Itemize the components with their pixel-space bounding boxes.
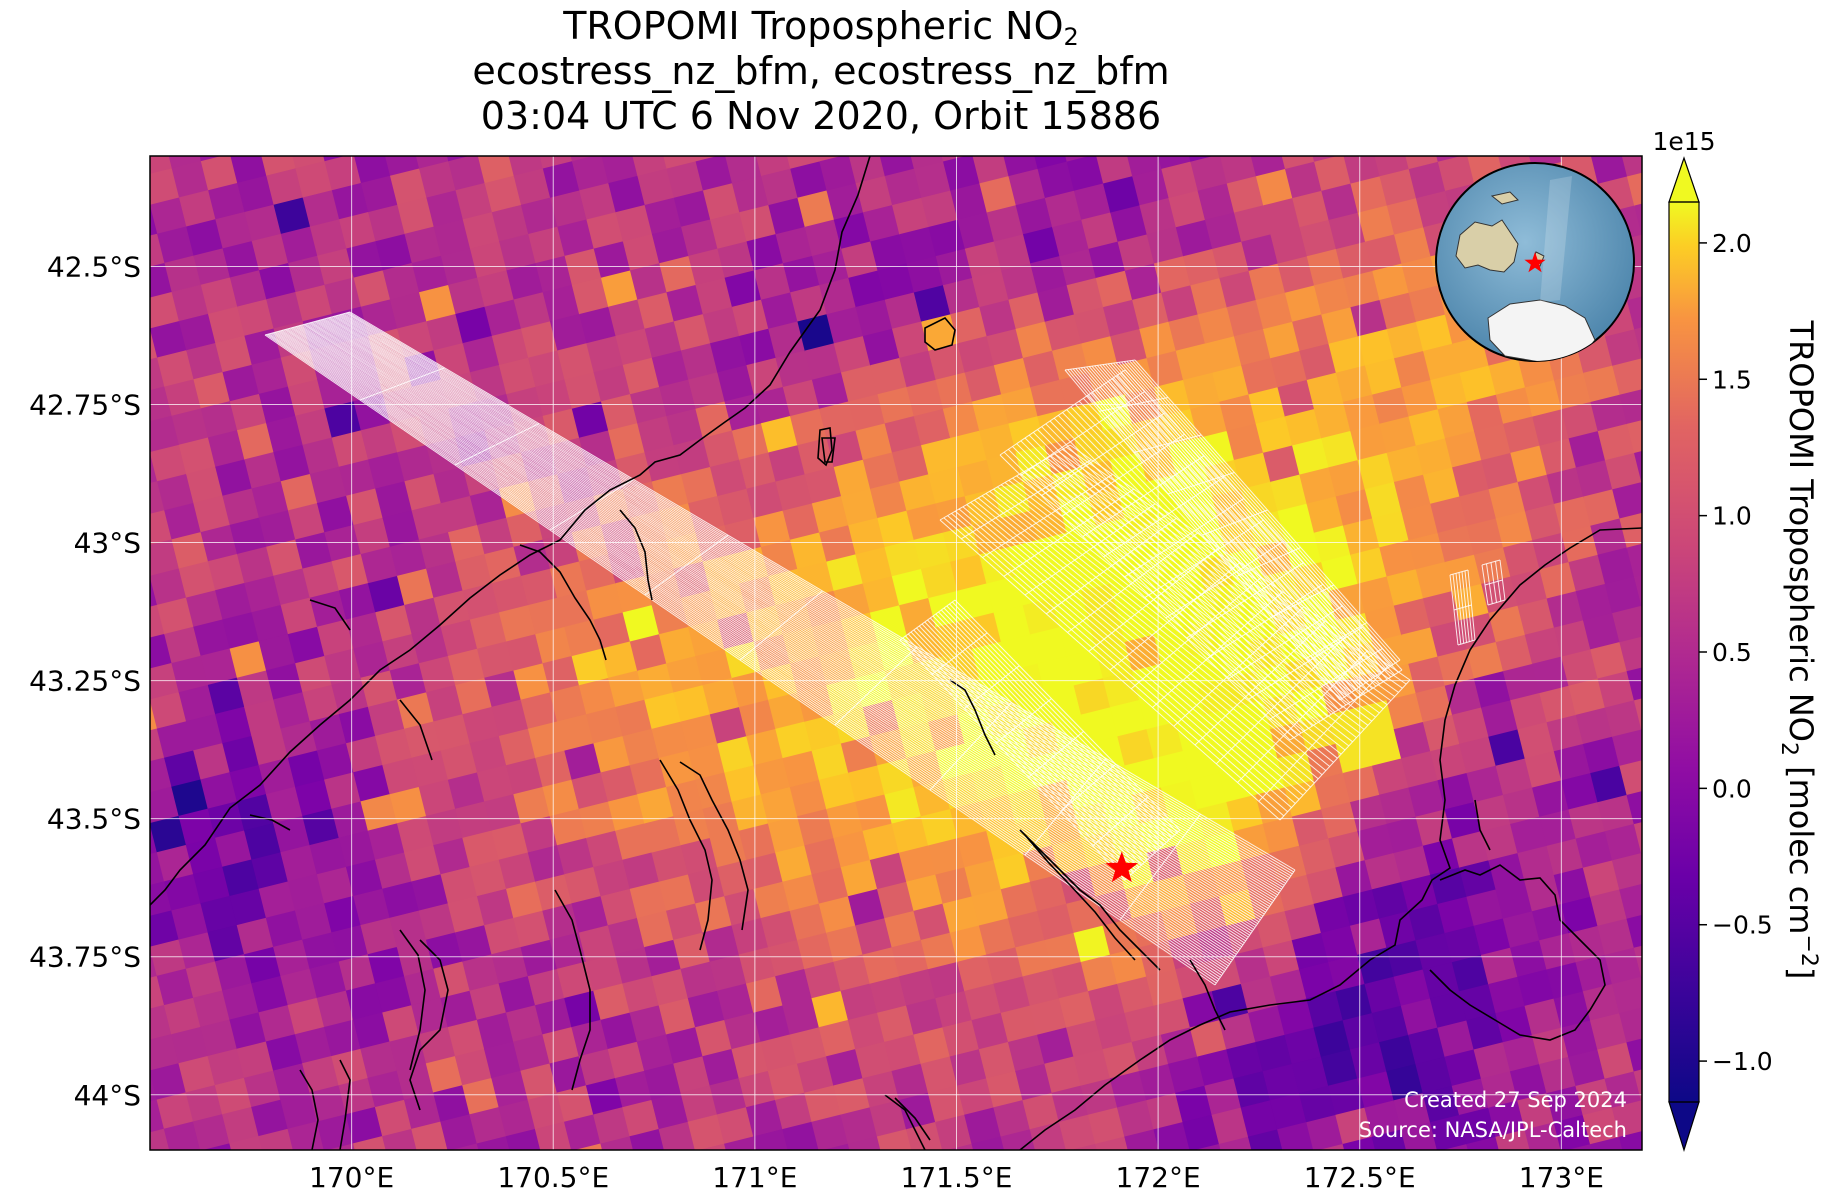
river-12 [1024,834,1136,961]
river-15 [894,1097,931,1141]
globe-star-icon [1524,252,1546,273]
lon-tick-label: 171°E [712,1161,797,1194]
coastlines [150,156,1642,1150]
river-6 [409,939,449,1111]
credit-created: Created 27 Sep 2024 [1404,1088,1627,1112]
colorbar-ticks: −1.0 −0.5 0.0 0.5 1.0 1.5 2.0 [1699,229,1773,1076]
river-5 [554,889,591,1091]
river-10 [949,679,996,756]
lon-tick-label: 172°E [1116,1161,1201,1194]
lat-tick-label: 43.25°S [29,665,141,698]
river-16 [1474,799,1491,851]
river-7 [399,929,426,1071]
lat-tick-label: 43.75°S [29,941,141,974]
colorbar-tick-label: 0.0 [1712,774,1752,803]
colorbar-min-extend [1668,1101,1700,1153]
orthographic-globe [1435,162,1635,362]
colorbar-label: TROPOMI Tropospheric NO2 [molec cm−2] [1776,320,1821,980]
colorbar-tick-label: −1.0 [1712,1047,1773,1076]
river-13 [1189,959,1226,1031]
no2-raster [150,156,1642,1150]
target-star-icon [1105,851,1138,883]
colorbar-max-extend [1668,156,1700,203]
river-1 [519,544,607,661]
credit-source: Source: NASA/JPL-Caltech [1359,1118,1627,1142]
river-17 [309,599,351,631]
river-4 [659,759,713,951]
river-19 [249,814,291,831]
river-8 [339,1059,351,1150]
map-frame [149,155,1643,1151]
lat-tick-label: 43°S [74,527,141,560]
lake-2 [817,427,833,467]
latitude-ticks: 42.5°S 42.75°S 43°S 43.25°S 43.5°S 43.75°S 44°… [29,250,141,1111]
river-3 [679,761,749,931]
map-title: TROPOMI Tropospheric NO2 ecostress_nz_bf… [150,4,1492,139]
lake-1 [924,317,956,351]
australia-shape [1455,219,1519,273]
colorbar-multiplier: 1e15 [1652,127,1715,156]
lon-tick-label: 170°E [309,1161,394,1194]
river-9 [299,1069,319,1150]
lon-tick-label: 171.5°E [901,1161,1013,1194]
globe-swath-strip [1540,176,1572,302]
banks-peninsula-coastline [1429,864,1606,1041]
colorbar-tick-label: 2.0 [1712,229,1752,258]
lon-tick-label: 172.5°E [1304,1161,1416,1194]
new-guinea-shape [1490,191,1519,205]
colorbar-tick-label: −0.5 [1712,911,1773,940]
lon-tick-label: 170.5°E [497,1161,609,1194]
colorbar-tick-label: 0.5 [1712,638,1752,667]
colorbar-gradient [1669,202,1699,1102]
colorbar-tick-label: 1.5 [1712,365,1752,394]
river-14 [884,1094,926,1150]
lat-tick-label: 42.5°S [47,250,141,283]
title-line-1: TROPOMI Tropospheric NO2 [563,4,1079,51]
title-line-3: 03:04 UTC 6 Nov 2020, Orbit 15886 [480,94,1162,138]
lon-tick-label: 173°E [1519,1161,1604,1194]
lake-3 [821,437,836,463]
west-coastline [150,156,871,906]
lat-tick-label: 43.5°S [47,803,141,836]
east-coastline [1019,527,1642,1150]
title-line-2: ecostress_nz_bfm, ecostress_nz_bfm [472,49,1170,93]
river-11 [1019,829,1161,971]
river-2 [619,509,653,601]
colorbar-tick-label: 1.0 [1712,502,1752,531]
antarctica-shape [1487,299,1596,361]
target-marker [1105,851,1138,883]
ecostress-swaths [264,311,1506,986]
lat-tick-label: 42.75°S [29,389,141,422]
river-18 [399,699,433,761]
longitude-ticks: 170°E 170.5°E 171°E 171.5°E 172°E 172.5°E 173°… [309,1161,1604,1194]
colorbar: 1e15 −1.0 −0.5 0.0 0.5 1.0 1.5 2.0 TROPOMI Tro… [1652,127,1821,1153]
lat-tick-label: 44°S [74,1079,141,1112]
